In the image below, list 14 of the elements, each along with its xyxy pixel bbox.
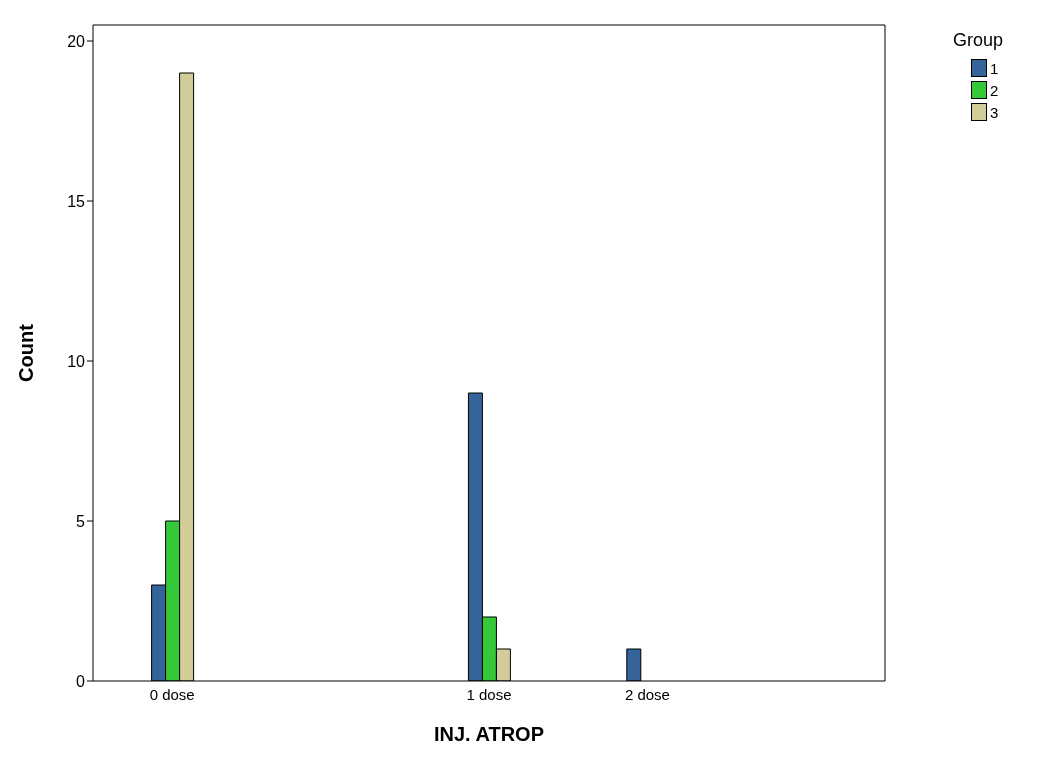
x-axis-title: INJ. ATROP xyxy=(433,723,545,745)
legend-label: 3 xyxy=(989,102,1000,123)
y-tick-label: 15 xyxy=(67,192,86,210)
y-tick-label: 0 xyxy=(76,672,86,690)
y-tick-label: 10 xyxy=(67,352,86,370)
x-tick-label: 2 dose xyxy=(624,685,670,703)
y-tick-label: 20 xyxy=(67,32,86,50)
y-tick-label: 5 xyxy=(76,512,86,530)
legend-title: Group xyxy=(953,30,1005,51)
legend-label: 2 xyxy=(989,80,1000,101)
legend-label: 1 xyxy=(989,58,1000,79)
y-axis-title: Count xyxy=(15,323,38,382)
x-tick-label: 0 dose xyxy=(149,685,195,703)
x-tick-label: 1 dose xyxy=(466,685,512,703)
